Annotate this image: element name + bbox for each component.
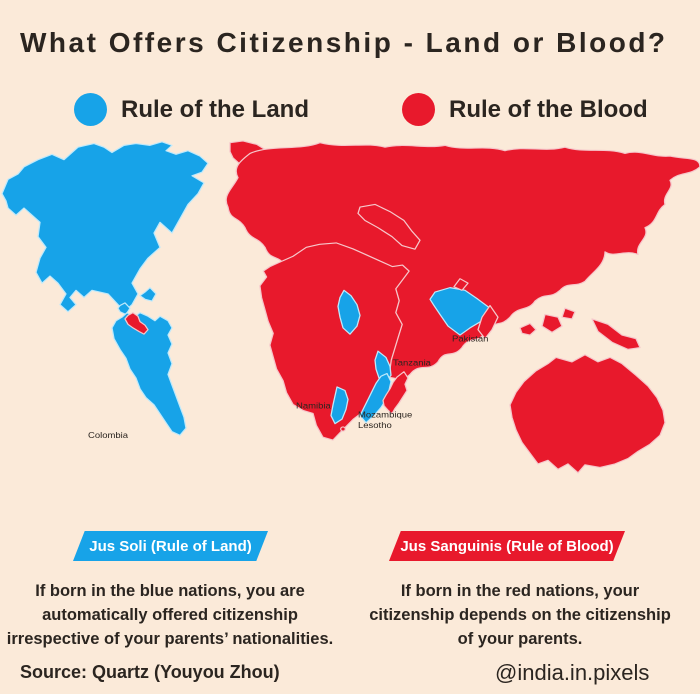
svg-text:Namibia: Namibia: [296, 401, 331, 410]
svg-text:Mozambique: Mozambique: [358, 410, 412, 419]
svg-text:Tanzania: Tanzania: [393, 358, 431, 367]
svg-text:Colombia: Colombia: [88, 430, 128, 439]
svg-text:Pakistan: Pakistan: [452, 334, 488, 343]
svg-text:Lesotho: Lesotho: [358, 421, 392, 430]
